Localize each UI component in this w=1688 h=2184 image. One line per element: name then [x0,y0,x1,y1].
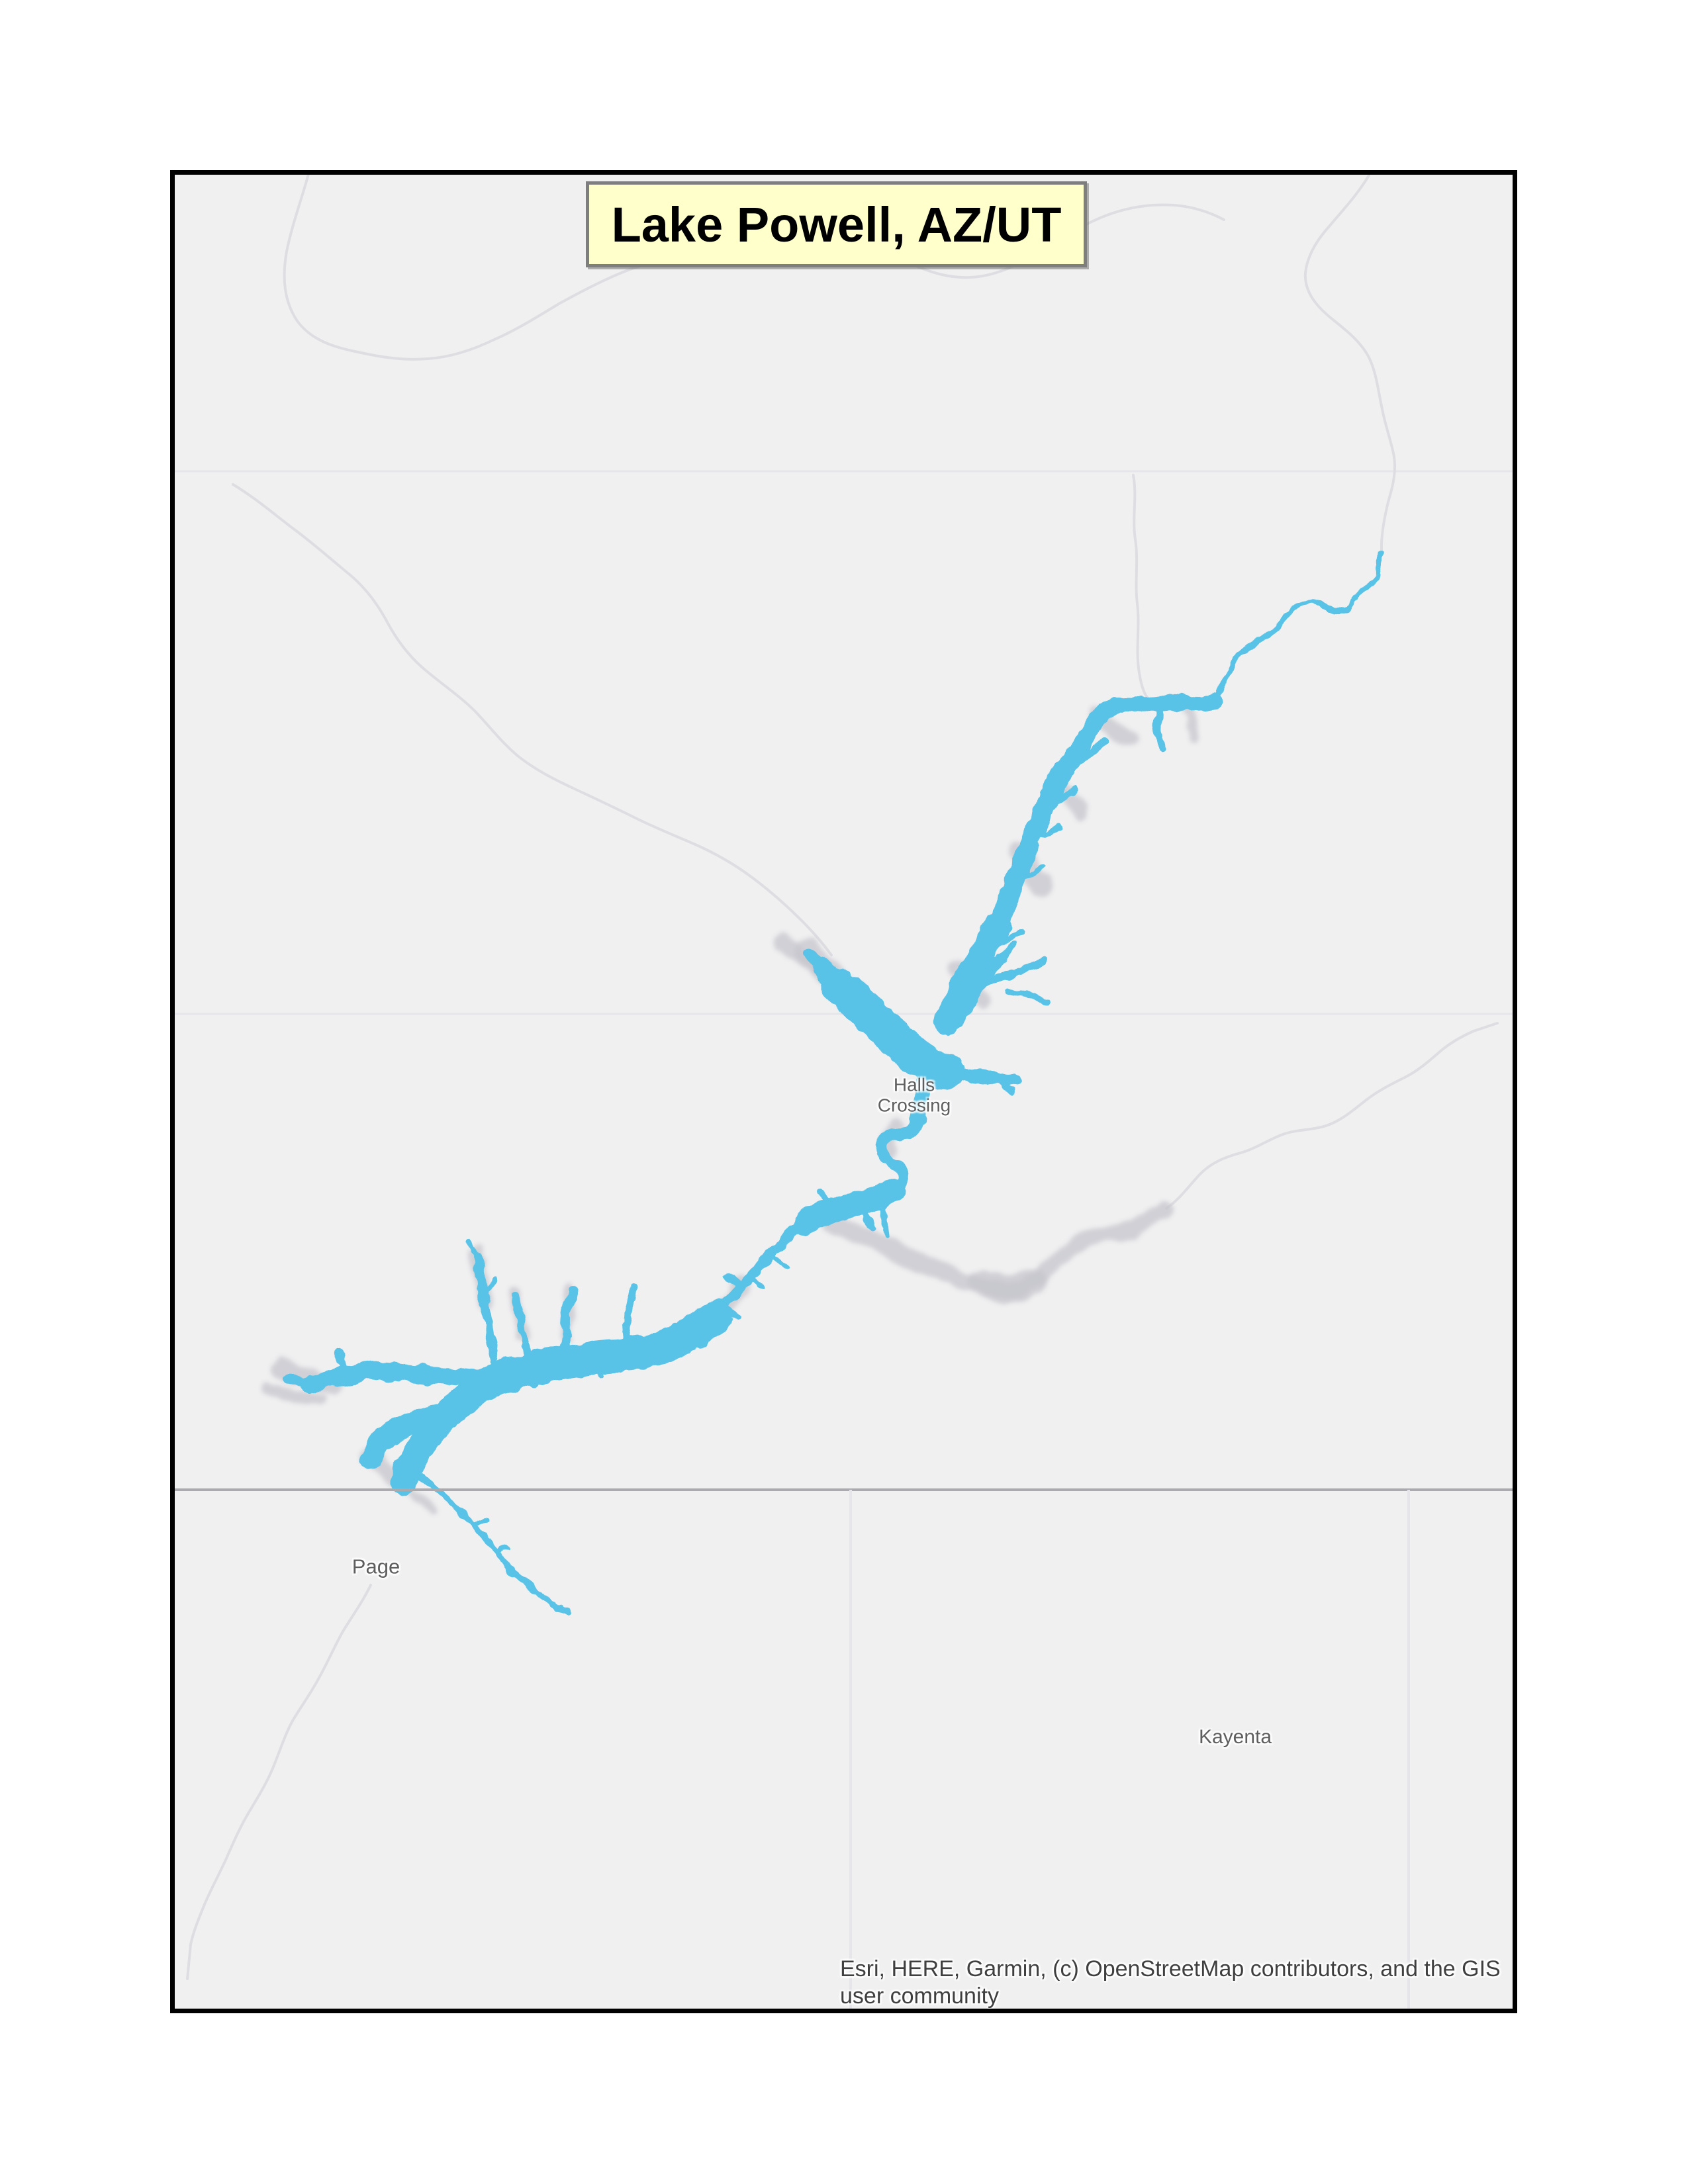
lake-north-arm [561,1287,577,1362]
place-label-page: Page [352,1555,400,1578]
lake-channel [711,1217,811,1322]
lake-side-canyon [594,1354,604,1379]
lake-side-canyon [878,1194,890,1238]
lake-side-canyon [472,1517,488,1527]
map-title: Lake Powell, AZ/UT [586,181,1087,267]
san-juan-river-line [1165,1022,1499,1210]
lake-side-canyon [334,1347,350,1379]
lake-side-canyon [747,1273,765,1289]
lake-side-canyon [531,1365,541,1389]
lake-side-canyon [480,1277,500,1300]
lake-channel [933,911,1010,1034]
lake-arm [1107,694,1224,713]
map-canvas [175,175,1513,2009]
lake-side-canyon [859,1202,874,1230]
state-boundaries [175,1488,1513,2009]
place-label-halls-crossing: Halls Crossing [878,1075,951,1116]
lake-basin [793,1178,906,1235]
lake-side-canyon [1013,864,1045,883]
lake-side-canyon [666,1322,694,1348]
river-line [186,1584,372,1980]
river-line [232,483,833,956]
place-label-line: Crossing [877,1095,951,1116]
lake-side-canyon [816,1189,839,1210]
boundary-lines [175,470,1513,1015]
river-lines [186,175,1499,1980]
canyon-shade [260,1383,325,1406]
lake-side-canyon [1152,702,1166,752]
lake-side-canyon [1003,988,1051,1004]
canyon-shade [967,1269,1048,1302]
lake-side-canyon [1056,738,1109,780]
lake-southeast-arm [408,1469,573,1615]
river-line [1132,474,1152,703]
page-basin [390,1370,502,1494]
lake-channel [876,1113,923,1197]
lake-north-arm [510,1291,532,1368]
lake-powell-water [283,552,1384,1615]
attribution-line: user community [840,1983,999,2009]
lake-side-canyon [803,949,827,973]
page-basin [359,1404,449,1470]
lake-arm [940,1066,1021,1086]
lake-side-canyon [465,1240,480,1259]
lake-channel [1055,697,1123,778]
lake-side-canyon [1047,787,1080,806]
map-frame: Halls Crossing Page Kayenta Esri, HERE, … [170,170,1517,2013]
lake-side-canyon [978,959,1046,989]
attribution: Esri, HERE, Garmin, (c) OpenStreetMap co… [840,1956,1513,2009]
lake-side-canyon [495,1546,511,1556]
lake-north-arm [623,1285,639,1355]
river-line [1303,175,1396,556]
lake-side-canyon [998,942,1016,961]
lake-side-canyon [724,1274,744,1289]
lake-side-canyon [992,1075,1014,1095]
attribution-line: Esri, HERE, Garmin, (c) OpenStreetMap co… [840,1956,1501,1981]
canyon-shade [1183,706,1201,743]
lake-side-canyon [990,929,1023,949]
place-label-kayenta: Kayenta [1198,1726,1272,1749]
canyon-shade [774,936,822,976]
lake-channel [987,760,1074,934]
colorado-river-upper [1215,552,1384,703]
lake-side-canyon [768,1253,788,1267]
halls-crossing-basin [822,968,965,1091]
place-label-line: Halls [893,1074,935,1095]
wahweap-arm [283,1375,314,1388]
lake-side-canyon [1029,825,1062,843]
map-title-text: Lake Powell, AZ/UT [611,197,1062,252]
